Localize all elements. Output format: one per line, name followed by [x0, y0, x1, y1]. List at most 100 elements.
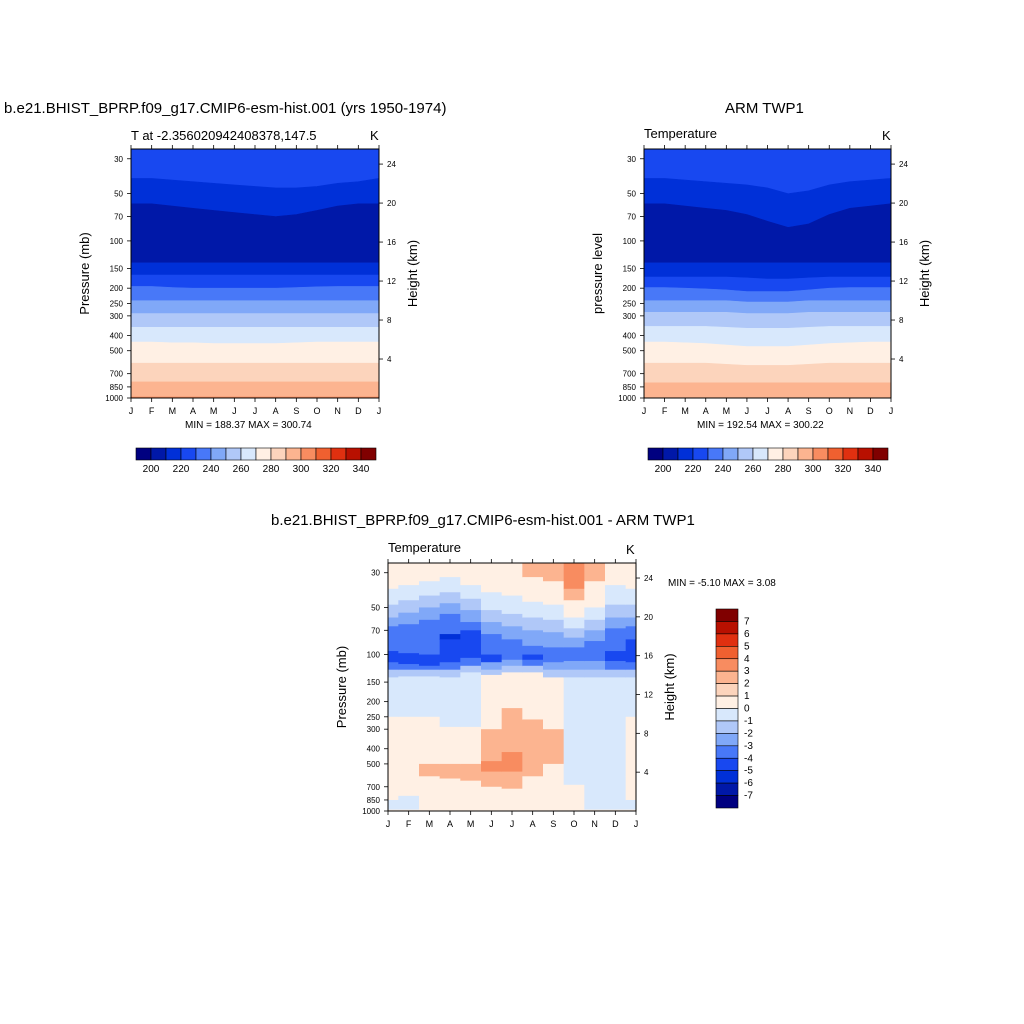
diff-cell-7-3 — [522, 617, 544, 631]
diff-cell-4-5 — [460, 630, 482, 659]
y-tick-label: 30 — [371, 569, 380, 578]
diff-cell-0-10 — [388, 776, 399, 801]
colorbar-swatch — [872, 447, 889, 461]
colorbar-swatch — [330, 447, 347, 461]
x-tick-label: M — [467, 819, 475, 829]
diff-cell-7-8 — [522, 665, 544, 673]
diff-cell-4-2 — [460, 598, 482, 611]
x-tick-label: A — [703, 406, 709, 416]
y-tick-label: 70 — [114, 213, 123, 222]
colorbar-swatch — [195, 447, 212, 461]
x-tick-label: J — [510, 819, 515, 829]
diff-colorbar-label: 1 — [744, 691, 750, 702]
colorbar-label: 320 — [323, 464, 340, 475]
diff-cell-11-4 — [605, 628, 627, 652]
diff-cell-8-3 — [543, 619, 565, 633]
y2-tick-label: 8 — [899, 316, 904, 325]
x-tick-label: N — [847, 406, 854, 416]
x-tick-label: A — [530, 819, 536, 829]
diff-cell-0-0 — [388, 563, 399, 590]
diff-cell-10-8 — [584, 677, 606, 777]
y-axis-title: Pressure (mb) — [77, 232, 92, 314]
y2-tick-label: 4 — [644, 768, 649, 777]
diff-cell-12-8 — [625, 677, 637, 718]
diff-colorbar-label: 5 — [744, 641, 750, 652]
panel3-subtitle-left: Temperature — [388, 540, 461, 555]
diff-cell-4-10 — [460, 763, 482, 782]
diff-cell-1-1 — [398, 585, 420, 601]
diff-cell-1-3 — [398, 612, 420, 625]
diff-cell-12-1 — [625, 588, 637, 606]
diff-cell-1-4 — [398, 624, 420, 654]
diff-cell-11-5 — [605, 651, 627, 662]
diff-cell-4-7 — [460, 665, 482, 673]
y-tick-label: 150 — [110, 265, 124, 274]
x-tick-label: J — [386, 819, 391, 829]
diff-cell-11-0 — [605, 563, 627, 586]
colorbar-label: 260 — [745, 464, 762, 475]
y-tick-label: 400 — [367, 745, 381, 754]
colorbar-swatch — [797, 447, 814, 461]
y-tick-label: 30 — [627, 155, 636, 164]
y-tick-label: 100 — [110, 237, 124, 246]
diff-cell-5-7 — [481, 669, 503, 676]
diff-colorbar-swatch — [715, 683, 739, 697]
diff-cell-3-2 — [439, 592, 461, 604]
y-tick-label: 300 — [623, 312, 637, 321]
diff-cell-2-2 — [419, 595, 441, 608]
y2-tick-label: 20 — [644, 613, 653, 622]
colorbar-swatch — [360, 447, 377, 461]
contour-band-2-7 — [643, 312, 892, 329]
panel3-stats: MIN = -5.10 MAX = 3.08 — [668, 578, 776, 589]
x-tick-label: F — [662, 406, 668, 416]
diff-cell-5-2 — [481, 610, 503, 623]
diff-cell-4-3 — [460, 610, 482, 623]
diff-cell-3-4 — [439, 613, 461, 635]
y-tick-label: 300 — [367, 725, 381, 734]
diff-cell-11-7 — [605, 669, 627, 678]
panel1-stats: MIN = 188.37 MAX = 300.74 — [185, 420, 312, 431]
diff-cell-9-1 — [563, 588, 585, 601]
colorbar-swatch — [677, 447, 694, 461]
diff-cell-9-2 — [563, 600, 585, 619]
diff-cell-12-3 — [625, 617, 637, 627]
diff-colorbar-swatch — [715, 708, 739, 722]
x-tick-label: S — [550, 819, 556, 829]
diff-colorbar-label: 4 — [744, 654, 750, 665]
y2-tick-label: 4 — [387, 355, 392, 364]
diff-cell-10-6 — [584, 661, 606, 671]
y2-tick-label: 24 — [899, 160, 908, 169]
diff-cell-0-9 — [388, 716, 399, 777]
diff-cell-7-2 — [522, 601, 544, 619]
diff-cell-3-13 — [439, 778, 461, 811]
diff-cell-8-9 — [543, 729, 565, 765]
colorbar-swatch — [225, 447, 242, 461]
y-axis-title: pressure level — [590, 233, 605, 314]
colorbar-swatch — [150, 447, 167, 461]
y-tick-label: 150 — [367, 678, 381, 687]
diff-cell-9-4 — [563, 628, 585, 639]
diff-cell-7-10 — [522, 719, 544, 777]
panel1-subtitle-left: T at -2.356020942408378,147.5 — [131, 128, 317, 143]
diff-cell-0-8 — [388, 677, 399, 718]
diff-cell-12-10 — [625, 776, 637, 801]
diff-cell-3-6 — [439, 639, 461, 663]
diff-cell-3-7 — [439, 662, 461, 671]
diff-cell-2-0 — [419, 563, 441, 582]
colorbar-swatch — [752, 447, 769, 461]
colorbar-label: 240 — [715, 464, 732, 475]
diff-cell-5-12 — [481, 786, 503, 811]
diff-cell-3-0 — [439, 563, 461, 578]
diff-cell-8-6 — [543, 662, 565, 671]
y-tick-label: 300 — [110, 312, 124, 321]
panel2-subtitle-right: K — [882, 128, 891, 143]
colorbar-label: 340 — [353, 464, 370, 475]
diff-colorbar-swatch — [715, 670, 739, 684]
diff-cell-10-4 — [584, 630, 606, 642]
y-tick-label: 500 — [367, 760, 381, 769]
panel2-subtitle-left: Temperature — [644, 126, 717, 141]
diff-cell-8-8 — [543, 677, 565, 730]
x-tick-label: J — [745, 406, 750, 416]
diff-cell-7-11 — [522, 776, 544, 811]
diff-cell-7-4 — [522, 630, 544, 647]
